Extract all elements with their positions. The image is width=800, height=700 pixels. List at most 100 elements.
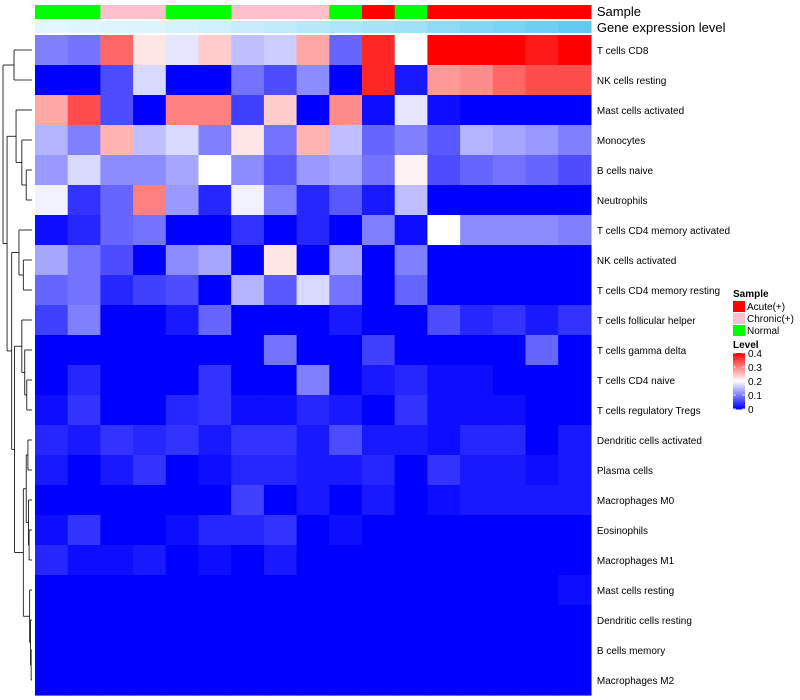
row-label: Monocytes — [597, 136, 645, 147]
heatmap-cell — [525, 185, 559, 216]
expression-annotation-cell — [100, 21, 134, 33]
heatmap-cell — [362, 605, 396, 636]
heatmap-cell — [35, 35, 69, 66]
level-gradient-step — [733, 355, 745, 358]
heatmap-cell — [558, 605, 592, 636]
heatmap-cell — [100, 485, 134, 516]
heatmap-cell — [67, 455, 101, 486]
heatmap-cell — [362, 665, 396, 696]
sample-annotation-cell — [460, 5, 494, 19]
heatmap-cell — [362, 305, 396, 336]
heatmap-cell — [362, 155, 396, 186]
heatmap-cell — [525, 455, 559, 486]
heatmap-cell — [460, 155, 494, 186]
expression-annotation-cell — [35, 21, 69, 33]
heatmap-cell — [525, 635, 559, 666]
level-gradient-step — [733, 407, 745, 410]
level-gradient-step — [733, 397, 745, 400]
level-tick-label: 0.3 — [748, 363, 762, 374]
heatmap-cell — [231, 665, 265, 696]
heatmap-cell — [263, 185, 298, 216]
heatmap-cell — [198, 65, 232, 96]
legend-swatch — [733, 301, 745, 312]
heatmap-cell — [558, 185, 592, 216]
expression-annotation-cell — [296, 21, 330, 33]
heatmap-cell — [460, 95, 494, 126]
heatmap-cell — [362, 275, 396, 306]
sample-annotation-cell — [427, 5, 461, 19]
sample-annotation-cell — [263, 5, 298, 19]
heatmap-cell — [525, 605, 559, 636]
heatmap-cell — [67, 665, 101, 696]
heatmap-cell — [460, 365, 494, 396]
heatmap-cell — [35, 635, 69, 666]
level-gradient-step — [733, 404, 745, 407]
heatmap-cell — [296, 185, 330, 216]
heatmap-cell — [460, 65, 494, 96]
heatmap-cell — [558, 455, 592, 486]
expression-annotation-cell — [329, 21, 363, 33]
level-gradient-step — [733, 378, 745, 381]
heatmap-cell — [35, 215, 69, 246]
heatmap-cell — [133, 95, 167, 126]
level-gradient-step — [733, 368, 745, 371]
heatmap-cell — [133, 155, 167, 186]
heatmap-cell — [100, 635, 134, 666]
heatmap-cell — [133, 305, 167, 336]
heatmap-cell — [329, 125, 363, 156]
heatmap-cell — [263, 35, 298, 66]
heatmap-cell — [296, 545, 330, 576]
legend-label: Normal — [747, 326, 779, 337]
heatmap-cell — [296, 245, 330, 276]
heatmap-cell — [67, 515, 101, 546]
legend-label: Chronic(+) — [747, 314, 794, 325]
expression-annotation-cell — [525, 21, 559, 33]
heatmap-cell — [67, 155, 101, 186]
level-gradient-step — [733, 396, 745, 399]
heatmap-cell — [492, 335, 527, 366]
heatmap-cell — [329, 425, 363, 456]
heatmap-cell — [263, 155, 298, 186]
heatmap-cell — [198, 125, 232, 156]
level-gradient-step — [733, 383, 745, 386]
level-gradient-step — [733, 365, 745, 368]
heatmap-cell — [558, 305, 592, 336]
sample-track-label: Sample — [597, 4, 641, 19]
sample-annotation-cell — [198, 5, 232, 19]
heatmap-cell — [133, 65, 167, 96]
heatmap-cell — [165, 95, 200, 126]
heatmap-cell — [100, 425, 134, 456]
row-label: Macrophages M1 — [597, 556, 675, 567]
heatmap-cell — [558, 125, 592, 156]
heatmap-cell — [198, 635, 232, 666]
heatmap-cell — [165, 35, 200, 66]
heatmap-cell — [231, 515, 265, 546]
heatmap-cell — [329, 155, 363, 186]
row-label: Mast cells resting — [597, 586, 674, 597]
column-annotations — [35, 5, 592, 33]
heatmap-cell — [427, 95, 461, 126]
heatmap-cell — [394, 395, 428, 426]
heatmap-cell — [165, 395, 200, 426]
level-gradient-step — [733, 357, 745, 360]
heatmap-cell — [362, 35, 396, 66]
heatmap-cell — [100, 95, 134, 126]
heatmap-cell — [525, 35, 559, 66]
heatmap-cell — [492, 605, 527, 636]
heatmap-cell — [329, 245, 363, 276]
heatmap-cell — [35, 455, 69, 486]
heatmap-cell — [231, 275, 265, 306]
heatmap-cell — [362, 635, 396, 666]
heatmap-cell — [231, 185, 265, 216]
heatmap-cell — [296, 275, 330, 306]
heatmap-cell — [329, 275, 363, 306]
heatmap-cell — [460, 245, 494, 276]
level-gradient-step — [733, 385, 745, 388]
heatmap-cell — [296, 35, 330, 66]
heatmap-cell — [362, 455, 396, 486]
heatmap-cell — [362, 245, 396, 276]
heatmap-cell — [198, 365, 232, 396]
heatmap-cell — [558, 35, 592, 66]
